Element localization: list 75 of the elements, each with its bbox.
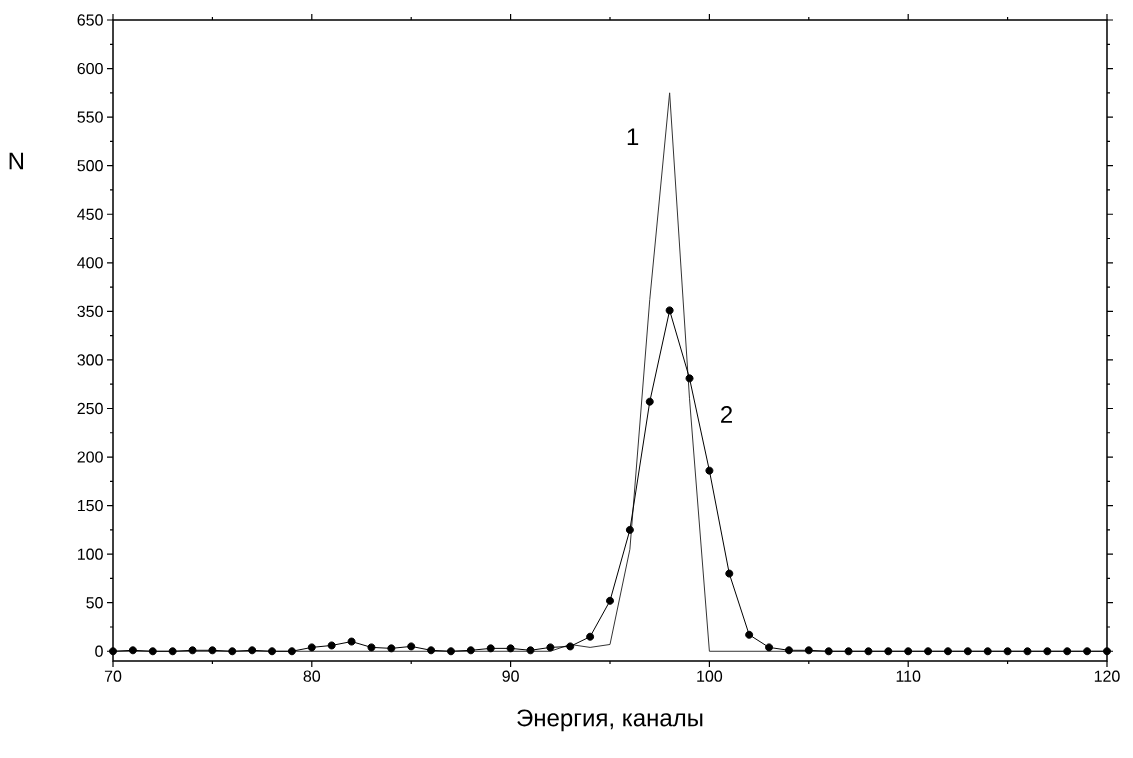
x-axis-title: Энергия, каналы xyxy=(517,709,703,732)
x-tick-label: 110 xyxy=(896,670,921,682)
y-tick-label: 650 xyxy=(77,14,103,26)
point xyxy=(228,647,237,656)
point xyxy=(128,646,137,655)
y-tick-label: 150 xyxy=(78,499,103,512)
point xyxy=(486,644,495,653)
y-tick-label: 400 xyxy=(77,257,103,269)
series-label: 1 xyxy=(627,128,639,146)
point xyxy=(625,525,634,534)
point xyxy=(1003,647,1012,656)
point xyxy=(745,630,754,639)
point xyxy=(407,642,416,651)
x-tick-label: 120 xyxy=(1094,670,1120,682)
point xyxy=(327,641,336,650)
y-tick-label: 450 xyxy=(77,208,103,220)
point xyxy=(287,647,296,656)
point xyxy=(963,647,972,656)
point xyxy=(1023,647,1032,656)
point xyxy=(586,632,595,641)
point xyxy=(983,647,992,656)
point xyxy=(427,646,436,655)
y-axis-title: N xyxy=(9,152,24,170)
point xyxy=(109,647,118,656)
point xyxy=(904,647,913,656)
point xyxy=(466,646,475,655)
point xyxy=(784,646,793,655)
point xyxy=(665,306,674,315)
point xyxy=(844,647,853,656)
x-tick-label: 90 xyxy=(502,670,519,682)
point xyxy=(725,569,734,578)
y-tick-label: 0 xyxy=(95,645,103,657)
point xyxy=(645,397,654,406)
point xyxy=(188,646,197,655)
point xyxy=(606,596,614,605)
y-tick-label: 300 xyxy=(77,354,103,366)
x-tick-label: 80 xyxy=(303,670,321,682)
y-tick-label: 600 xyxy=(77,62,103,75)
x-tick-label: 70 xyxy=(104,670,122,682)
point xyxy=(268,647,277,656)
point xyxy=(924,647,933,656)
point xyxy=(208,646,217,655)
point xyxy=(367,643,376,652)
y-tick-label: 500 xyxy=(77,160,103,172)
point xyxy=(1102,647,1111,656)
y-tick-label: 100 xyxy=(78,548,103,560)
y-tick-label: 200 xyxy=(77,451,103,463)
series-label: 2 xyxy=(721,406,732,423)
point xyxy=(347,637,356,646)
point xyxy=(1083,647,1092,656)
point xyxy=(943,647,952,656)
point xyxy=(307,643,316,652)
point xyxy=(566,642,575,651)
point xyxy=(1043,647,1052,656)
point xyxy=(685,374,694,383)
point xyxy=(168,647,177,656)
point xyxy=(506,644,515,653)
point xyxy=(884,647,893,656)
point xyxy=(526,646,535,655)
y-tick-label: 50 xyxy=(86,597,103,609)
point xyxy=(824,647,833,656)
point xyxy=(546,643,555,652)
y-tick-label: 250 xyxy=(77,402,103,415)
x-tick-label: 100 xyxy=(697,670,723,682)
point xyxy=(705,466,714,475)
y-tick-label: 350 xyxy=(77,305,103,318)
point xyxy=(248,646,257,655)
point xyxy=(765,643,774,652)
point xyxy=(446,647,455,656)
point xyxy=(864,647,873,656)
point xyxy=(148,647,157,656)
point xyxy=(387,644,396,653)
y-tick-label: 550 xyxy=(77,111,103,123)
point xyxy=(1063,647,1072,656)
point xyxy=(804,646,813,655)
